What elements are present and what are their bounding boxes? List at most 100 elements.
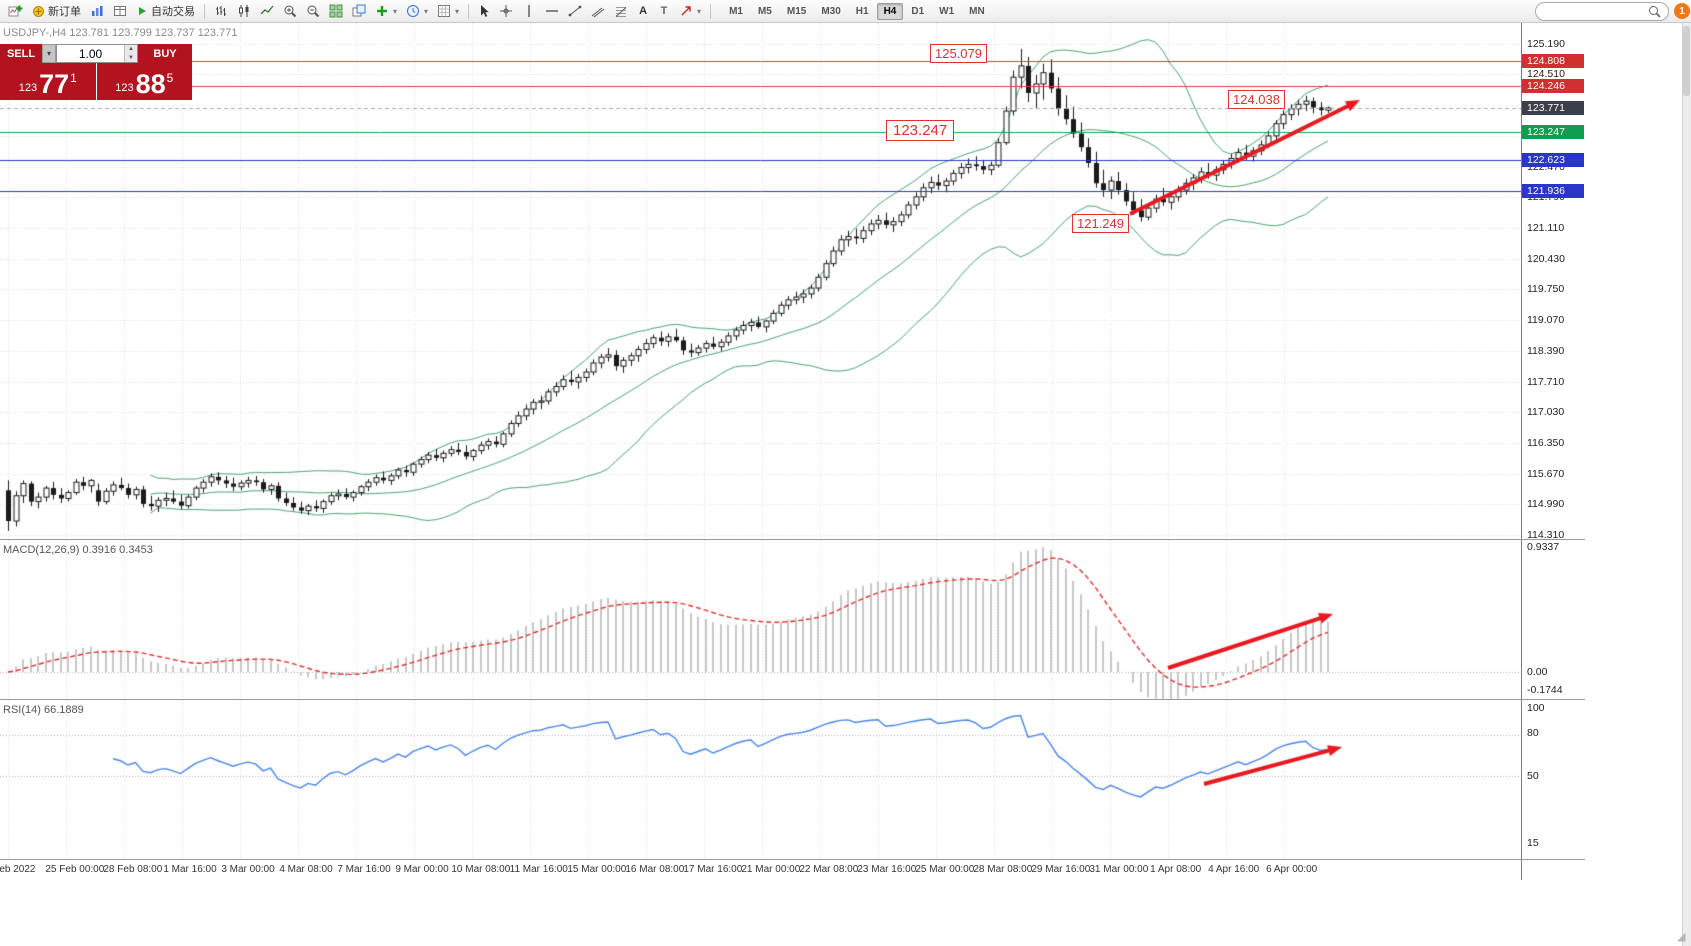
data-window-button[interactable]: [109, 1, 131, 21]
price-annotation[interactable]: 125.079: [930, 44, 987, 63]
templates-button[interactable]: ▾: [433, 1, 463, 21]
text-label-button[interactable]: T: [654, 1, 674, 21]
arrow-tool-icon: [681, 6, 691, 16]
timeframe-button-m15[interactable]: M15: [786, 5, 807, 17]
templates-icon: [438, 5, 451, 17]
time-label: 3 Mar 00:00: [221, 864, 275, 875]
timeframe-button-w1[interactable]: W1: [939, 5, 955, 17]
crosshair-button[interactable]: [495, 1, 517, 21]
price-annotation[interactable]: 124.038: [1228, 90, 1285, 109]
time-label: 1 Mar 16:00: [163, 864, 217, 875]
time-label: 1 Apr 08:00: [1150, 864, 1202, 875]
order-options-dropdown[interactable]: ▾: [42, 44, 56, 63]
line-chart-icon: [260, 5, 274, 15]
timeframe-button-m30[interactable]: M30: [821, 5, 841, 17]
sell-big-figure: 123: [18, 82, 38, 94]
autotrading-label: 自动交易: [151, 6, 195, 18]
periods-button[interactable]: ▾: [402, 1, 432, 21]
vertical-line-button[interactable]: [518, 1, 540, 21]
text-label-icon: T: [660, 5, 668, 17]
fibonacci-icon: [615, 7, 627, 17]
price-annotation[interactable]: 121.249: [1072, 214, 1129, 233]
rsi-pane-separator[interactable]: [0, 699, 1585, 700]
zoom-in-button[interactable]: [279, 1, 301, 21]
zoom-out-button[interactable]: [302, 1, 324, 21]
rsi-label: RSI(14) 66.1889: [3, 704, 84, 716]
search-box[interactable]: [1535, 2, 1669, 21]
autotrading-button[interactable]: 自动交易: [132, 1, 199, 21]
timeframe-button-m1[interactable]: M1: [729, 5, 743, 17]
zoom-out-icon: [307, 5, 320, 18]
text-button[interactable]: A: [633, 1, 653, 21]
new-chart-button[interactable]: [4, 1, 27, 21]
chevron-down-icon: ▾: [424, 6, 429, 16]
rsi-panel-canvas[interactable]: [0, 700, 1521, 860]
channel-button[interactable]: [587, 1, 609, 21]
new-chart-icon: [8, 5, 23, 17]
add-indicator-button[interactable]: ▾: [371, 1, 401, 21]
bar-chart-button[interactable]: [210, 1, 232, 21]
scrollbar-thumb[interactable]: [1683, 26, 1690, 96]
clock-icon: [407, 5, 420, 17]
timeframe-button-d1[interactable]: D1: [911, 5, 925, 17]
timeframe-button-mn[interactable]: MN: [969, 5, 985, 17]
new-order-button[interactable]: 新订单: [28, 1, 85, 21]
macd-label: MACD(12,26,9) 0.3916 0.3453: [3, 544, 153, 556]
notification-badge[interactable]: 1: [1674, 3, 1690, 19]
price-scale[interactable]: [1521, 23, 1585, 880]
fibonacci-button[interactable]: [610, 1, 632, 21]
main-chart-canvas[interactable]: [0, 23, 1521, 540]
trendline-button[interactable]: [564, 1, 586, 21]
macd-panel-canvas[interactable]: [0, 540, 1521, 700]
line-chart-button[interactable]: [256, 1, 278, 21]
arrows-tool-button[interactable]: ▾: [675, 1, 705, 21]
market-watch-button[interactable]: [86, 1, 108, 21]
macd-pane-separator[interactable]: [0, 539, 1585, 540]
timeframe-button-h1[interactable]: H1: [855, 5, 869, 17]
candlestick-chart-button[interactable]: [233, 1, 255, 21]
add-indicator-icon: [377, 6, 387, 16]
new-order-icon: [33, 5, 44, 17]
buy-header[interactable]: BUY: [138, 44, 192, 63]
new-order-label: 新订单: [48, 6, 81, 18]
volume-decrease-button[interactable]: ▼: [125, 53, 137, 62]
timeframe-button-h4[interactable]: H4: [876, 2, 904, 20]
timeframe-button-m5[interactable]: M5: [757, 5, 772, 17]
volume-box: ▲ ▼: [56, 44, 138, 63]
volume-increase-button[interactable]: ▲: [125, 45, 137, 54]
sell-header[interactable]: SELL: [0, 44, 42, 63]
bar-chart-icon: [216, 6, 226, 16]
symbol-period-label: USDJPY-,H4: [3, 27, 67, 39]
time-label: 4 Mar 08:00: [279, 864, 333, 875]
toolbar-separator: [468, 3, 470, 19]
search-input[interactable]: [1543, 5, 1643, 18]
time-label: 22 Mar 08:00: [799, 864, 859, 875]
horizontal-line-button[interactable]: [541, 1, 563, 21]
chevron-down-icon: ▾: [455, 6, 460, 16]
resize-grip[interactable]: ◢: [1677, 931, 1686, 943]
buy-price-button[interactable]: 123 88 5: [96, 63, 192, 100]
time-label: 25 Feb 00:00: [45, 864, 105, 875]
cursor-icon: [481, 5, 489, 17]
toolbar-separator: [710, 3, 712, 19]
search-icon[interactable]: [1648, 5, 1661, 18]
cursor-button[interactable]: [474, 1, 494, 21]
tile-windows-button[interactable]: [325, 1, 347, 21]
market-watch-icon: [92, 6, 103, 16]
time-label: 23 Mar 16:00: [857, 864, 917, 875]
price-annotation[interactable]: 123.247: [886, 120, 955, 141]
volume-input[interactable]: [57, 45, 124, 62]
cascade-windows-button[interactable]: [348, 1, 370, 21]
text-icon: A: [639, 5, 648, 17]
time-label: 17 Mar 16:00: [683, 864, 743, 875]
time-label: 9 Mar 00:00: [395, 864, 449, 875]
toolbar: 新订单 自动交易: [0, 0, 1691, 23]
chart-title: USDJPY-,H4 123.781 123.799 123.737 123.7…: [3, 27, 237, 39]
sell-pipette: 1: [70, 71, 77, 85]
time-label: 21 Mar 00:00: [741, 864, 801, 875]
sell-price-button[interactable]: 123 77 1: [0, 63, 96, 100]
right-scrollbar[interactable]: [1682, 23, 1691, 946]
chevron-down-icon: ▾: [46, 49, 51, 58]
